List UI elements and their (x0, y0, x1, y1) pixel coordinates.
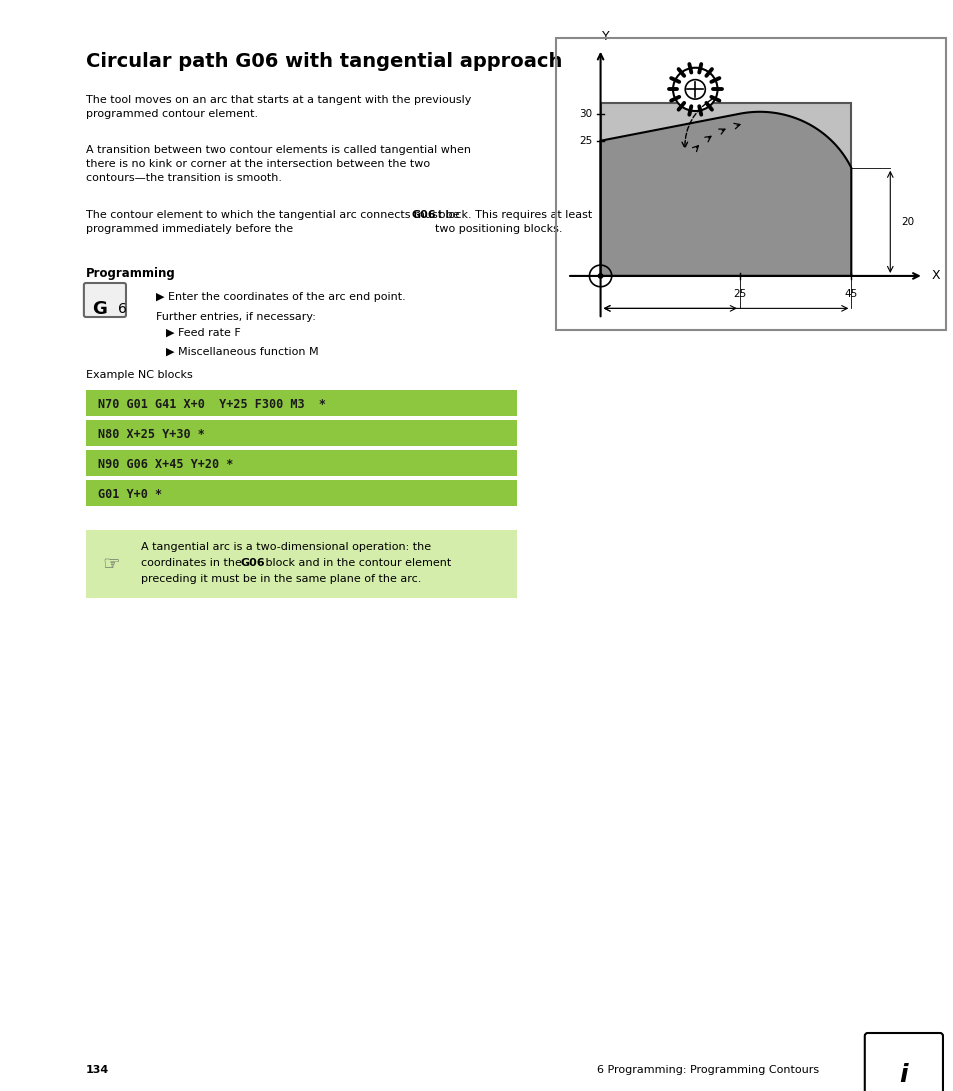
Text: ☞: ☞ (102, 554, 119, 574)
FancyBboxPatch shape (863, 1033, 942, 1091)
Text: ▶ Enter the coordinates of the arc end point.: ▶ Enter the coordinates of the arc end p… (156, 292, 405, 302)
Bar (600, 103, 850, 276)
Text: X: X (931, 269, 940, 283)
Text: coordinates in the: coordinates in the (141, 558, 245, 568)
Circle shape (598, 274, 602, 278)
Text: 6: 6 (118, 302, 127, 316)
Text: Further entries, if necessary:: Further entries, if necessary: (156, 312, 315, 322)
Text: Circular path G06 with tangential approach: Circular path G06 with tangential approa… (86, 52, 561, 71)
Bar (86, 480, 517, 506)
Text: 6 Programming: Programming Contours: 6 Programming: Programming Contours (597, 1065, 819, 1075)
Polygon shape (600, 111, 850, 276)
Text: ▶ Feed rate F: ▶ Feed rate F (166, 328, 240, 338)
Text: 45: 45 (843, 289, 857, 299)
Bar (86, 420, 517, 446)
Text: Programming: Programming (86, 267, 175, 280)
Text: N70 G01 G41 X+0  Y+25 F300 M3  *: N70 G01 G41 X+0 Y+25 F300 M3 * (98, 397, 326, 410)
Text: block. This requires at least
two positioning blocks.: block. This requires at least two positi… (435, 209, 592, 233)
Text: The tool moves on an arc that starts at a tangent with the previously
programmed: The tool moves on an arc that starts at … (86, 95, 471, 119)
Text: 20: 20 (901, 217, 914, 227)
Text: A tangential arc is a two-dimensional operation: the: A tangential arc is a two-dimensional op… (141, 542, 431, 552)
Text: G06: G06 (240, 558, 265, 568)
Text: 6.4 Path Contours—Cartesian Coordinates: 6.4 Path Contours—Cartesian Coordinates (18, 430, 28, 661)
Text: 134: 134 (86, 1065, 109, 1075)
Text: Example NC blocks: Example NC blocks (86, 370, 193, 380)
Bar (86, 449, 517, 476)
FancyBboxPatch shape (84, 283, 126, 317)
Circle shape (672, 68, 717, 111)
Text: A transition between two contour elements is called tangential when
there is no : A transition between two contour element… (86, 145, 471, 183)
Text: Y: Y (601, 31, 609, 44)
Text: 30: 30 (578, 109, 592, 119)
Text: G01 Y+0 *: G01 Y+0 * (98, 488, 162, 501)
Text: block and in the contour element: block and in the contour element (262, 558, 451, 568)
Text: preceding it must be in the same plane of the arc.: preceding it must be in the same plane o… (141, 574, 421, 584)
Text: G06: G06 (412, 209, 436, 220)
Text: i: i (899, 1063, 907, 1087)
Text: N90 G06 X+45 Y+20 *: N90 G06 X+45 Y+20 * (98, 457, 233, 470)
Text: N80 X+25 Y+30 *: N80 X+25 Y+30 * (98, 428, 205, 441)
Text: 25: 25 (733, 289, 745, 299)
Text: The contour element to which the tangential arc connects must be
programmed imme: The contour element to which the tangent… (86, 209, 459, 233)
Bar (86, 389, 517, 416)
Text: G: G (92, 300, 108, 317)
Text: ▶ Miscellaneous function M: ▶ Miscellaneous function M (166, 347, 318, 357)
Bar (86, 530, 517, 598)
Text: 25: 25 (578, 135, 592, 146)
